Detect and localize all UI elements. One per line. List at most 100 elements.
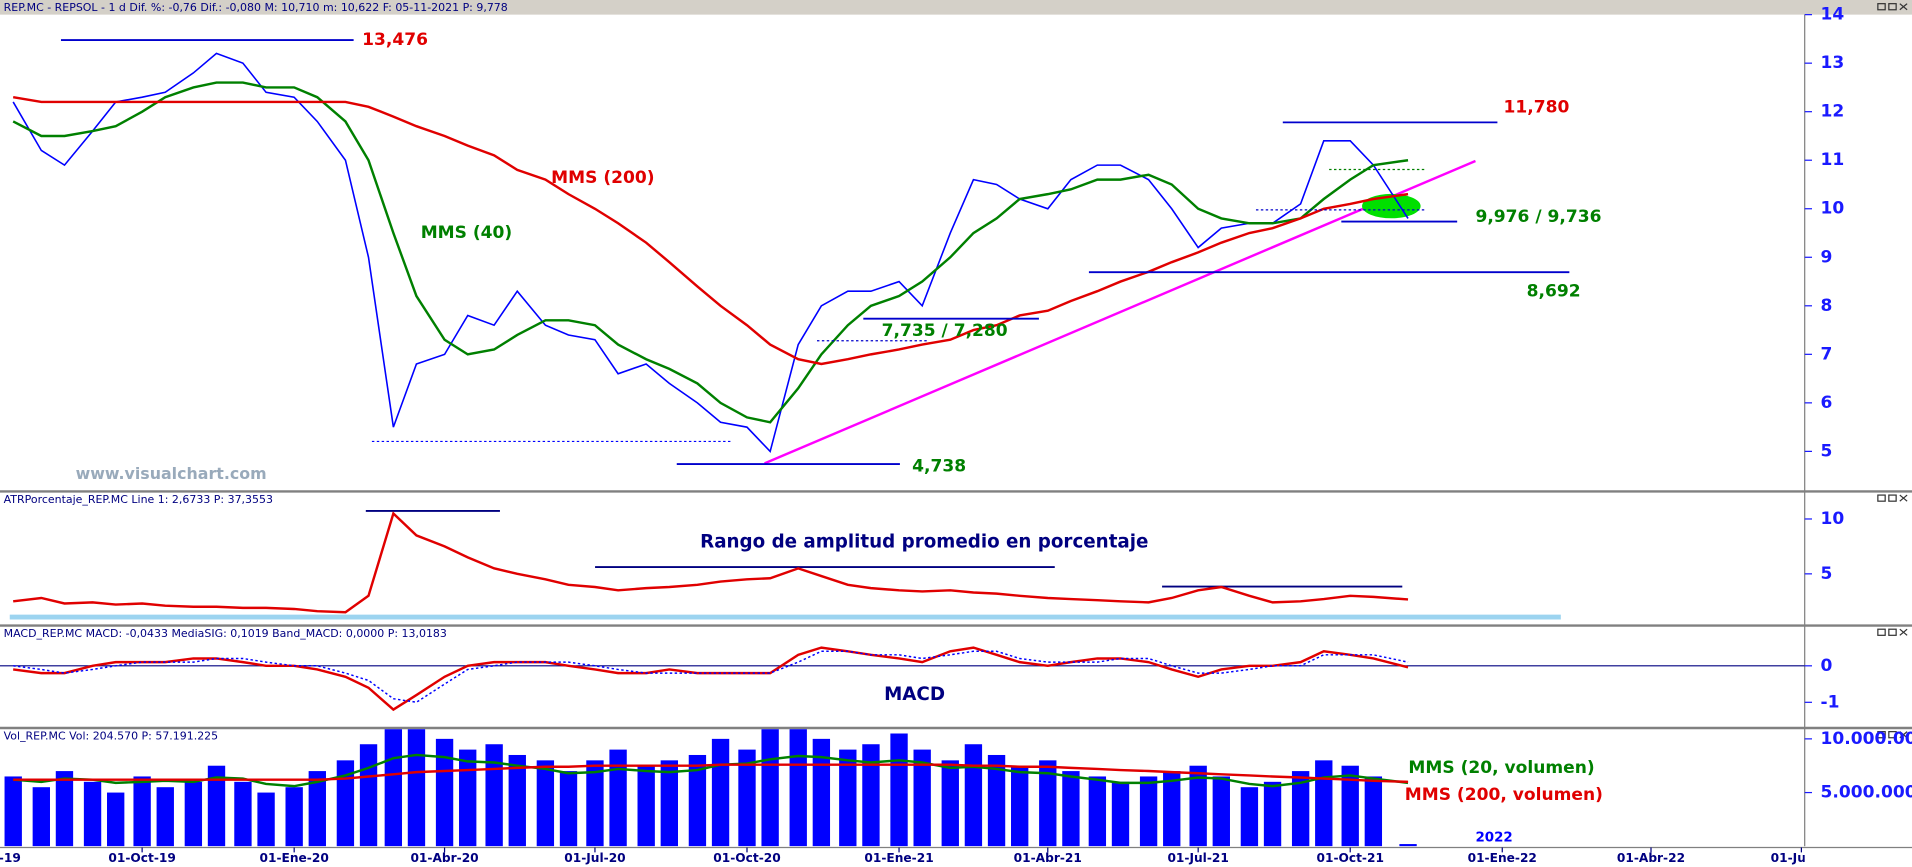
- series-label: MMS (200): [551, 168, 654, 188]
- series-line: [13, 650, 1409, 704]
- volume-bar: [156, 787, 174, 847]
- x-tick-label: 01-Oct-20: [713, 851, 780, 865]
- y-tick-label: 6: [1821, 393, 1833, 413]
- volume-bar: [559, 771, 578, 847]
- x-tick-label: 01-Jul-21: [1167, 851, 1228, 865]
- series-line: [13, 763, 1409, 784]
- volume-bar: [207, 765, 226, 847]
- volume-bar: [336, 760, 355, 847]
- series-line: [13, 511, 1409, 614]
- y-tick-label: 13: [1821, 53, 1845, 73]
- volume-bar: [184, 781, 203, 847]
- x-tick-label: 01-Abr-21: [1014, 851, 1082, 865]
- y-tick-label: 9: [1821, 247, 1833, 267]
- volume-bar: [234, 781, 252, 847]
- volume-bar: [1364, 776, 1383, 847]
- volume-bar: [359, 744, 378, 847]
- annotation: MACD: [884, 684, 945, 705]
- y-tick-label: 10: [1821, 509, 1845, 529]
- annotation: www.visualchart.com: [76, 464, 267, 483]
- volume-bar: [4, 776, 22, 847]
- x-tick-label: 01-Abr-22: [1617, 851, 1685, 865]
- level-label: 11,780: [1504, 98, 1570, 118]
- volume-bar: [1291, 771, 1310, 847]
- x-tick-label: 01-Ene-21: [864, 851, 933, 865]
- annotation: 2022: [1475, 831, 1512, 846]
- series-label: MMS (200, volumen): [1405, 785, 1603, 805]
- volume-bar: [536, 760, 555, 847]
- volume-bar: [660, 760, 678, 847]
- y-tick-label: 7: [1821, 344, 1833, 364]
- y-tick-label: -1: [1821, 692, 1840, 712]
- x-tick-label: 01-Ene-20: [260, 851, 329, 865]
- volume-bar: [862, 744, 880, 847]
- volume-bar: [890, 733, 908, 847]
- volume-bar: [1011, 765, 1029, 847]
- volume-bar: [459, 749, 477, 847]
- panel: [4, 729, 1417, 847]
- x-tick-label: 01-Jul-20: [564, 851, 625, 865]
- volume-bar: [1139, 776, 1158, 847]
- y-tick-label: 14: [1821, 5, 1845, 25]
- trend-line: [764, 159, 1476, 465]
- volume-bar: [913, 749, 931, 847]
- volume-bar: [812, 738, 831, 847]
- volume-bar: [384, 729, 403, 847]
- y-tick-label: 11: [1821, 150, 1845, 170]
- volume-bar: [508, 754, 526, 847]
- volume-bar: [688, 754, 707, 847]
- series-line: [12, 95, 1409, 366]
- annotation: Rango de amplitud promedio en porcentaje: [700, 532, 1148, 553]
- y-tick-label: 0: [1821, 656, 1833, 676]
- panel: [12, 52, 1409, 453]
- volume-bar: [761, 729, 779, 847]
- y-tick-label: 8: [1821, 296, 1833, 316]
- window-icons: [1877, 3, 1908, 739]
- panel: [0, 646, 1805, 712]
- x-tick-label: 01-Jul-19: [0, 851, 21, 865]
- volume-bar: [637, 765, 655, 847]
- volume-bar: [107, 792, 125, 847]
- header-title: REP.MC - REPSOL - 1 d Dif. %: -0,76 Dif.…: [4, 1, 508, 14]
- volume-bar: [1263, 781, 1282, 847]
- volume-bar: [987, 754, 1006, 847]
- volume-bar: [1315, 760, 1333, 847]
- level-label: 8,692: [1527, 282, 1581, 302]
- volume-bar: [55, 771, 74, 847]
- volume-bar: [1240, 787, 1259, 847]
- volume-bar: [964, 744, 983, 847]
- volume-bar: [407, 729, 426, 847]
- highlight-ellipse: [1362, 193, 1421, 219]
- x-axis: 01-Jul-19 01-Oct-19 01-Ene-20 01-Abr-20 01-J…: [0, 847, 1832, 865]
- volume-bar: [32, 787, 50, 847]
- volume-bar: [308, 771, 326, 847]
- y-tick-label: 5: [1821, 441, 1833, 461]
- level-label: 7,735 / 7,280: [882, 321, 1008, 341]
- x-tick-label: 01-Oct-19: [108, 851, 175, 865]
- volume-bar: [1163, 771, 1181, 847]
- y-tick-label: 10.000.000: [1821, 729, 1912, 749]
- y-tick-label: 10: [1821, 199, 1845, 219]
- panel: [13, 511, 1409, 614]
- volume-bar: [285, 787, 303, 847]
- volume-bar: [941, 760, 959, 847]
- series-label: MMS (20, volumen): [1408, 758, 1594, 778]
- volume-bar: [609, 749, 627, 847]
- series-line: [12, 52, 1409, 453]
- volume-bar: [1062, 771, 1080, 847]
- series-label: MMS (40): [421, 223, 513, 243]
- panel-title: ATRPorcentaje_REP.MC Line 1: 2,6733 P: 3…: [4, 493, 273, 506]
- x-tick-label: 01-Jul-22: [1771, 851, 1832, 865]
- volume-bar: [711, 738, 730, 847]
- volume-bar: [738, 749, 756, 847]
- volume-bar: [1399, 844, 1417, 847]
- volume-bar: [257, 792, 275, 847]
- volume-bar: [789, 729, 807, 847]
- y-tick-label: 5: [1821, 564, 1833, 584]
- panel-title: Vol_REP.MC Vol: 204.570 P: 57.191.225: [4, 730, 219, 743]
- volume-bar: [1088, 776, 1107, 847]
- volume-bar: [133, 776, 151, 847]
- header-bar: [0, 0, 1912, 15]
